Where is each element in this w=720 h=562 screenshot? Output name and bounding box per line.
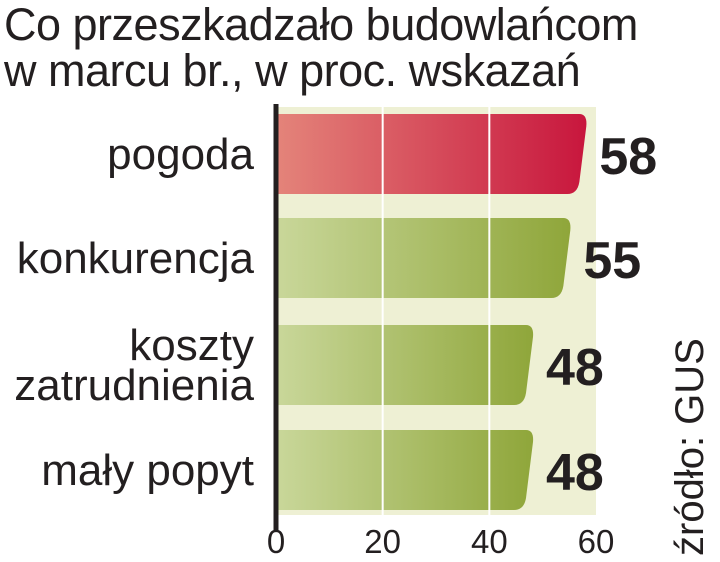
category-label-1-0: konkurencja	[17, 234, 255, 283]
bar-0	[276, 114, 587, 194]
x-tick-label-20: 20	[364, 523, 401, 560]
value-label-2: 48	[546, 339, 604, 397]
title-line-1: Co przeszkadzało budowlańcom	[4, 0, 638, 50]
x-tick-label-40: 40	[471, 523, 508, 560]
value-label-0: 58	[599, 128, 657, 186]
bar-3	[276, 430, 534, 510]
gridlines	[381, 107, 491, 515]
bar-1	[276, 218, 571, 298]
chart-title: Co przeszkadzało budowlańcom w marcu br.…	[4, 2, 638, 94]
bars	[276, 114, 587, 510]
x-tick-label-0: 0	[267, 523, 285, 560]
category-label-2-0: koszty	[129, 321, 254, 370]
category-label-2-1: zatrudnienia	[14, 361, 254, 410]
title-line-2: w marcu br., w proc. wskazań	[4, 45, 581, 96]
x-tick-label-60: 60	[578, 523, 615, 560]
source-note: źródło: GUS	[668, 338, 712, 556]
value-label-3: 48	[546, 444, 604, 502]
category-label-0-0: pogoda	[107, 130, 254, 179]
value-label-1: 55	[583, 232, 641, 290]
value-labels: 58 55 48 48	[546, 128, 657, 502]
x-tick-labels: 0 20 40 60	[267, 523, 615, 560]
category-label-3-0: mały popyt	[41, 446, 254, 495]
bar-2	[276, 325, 534, 405]
